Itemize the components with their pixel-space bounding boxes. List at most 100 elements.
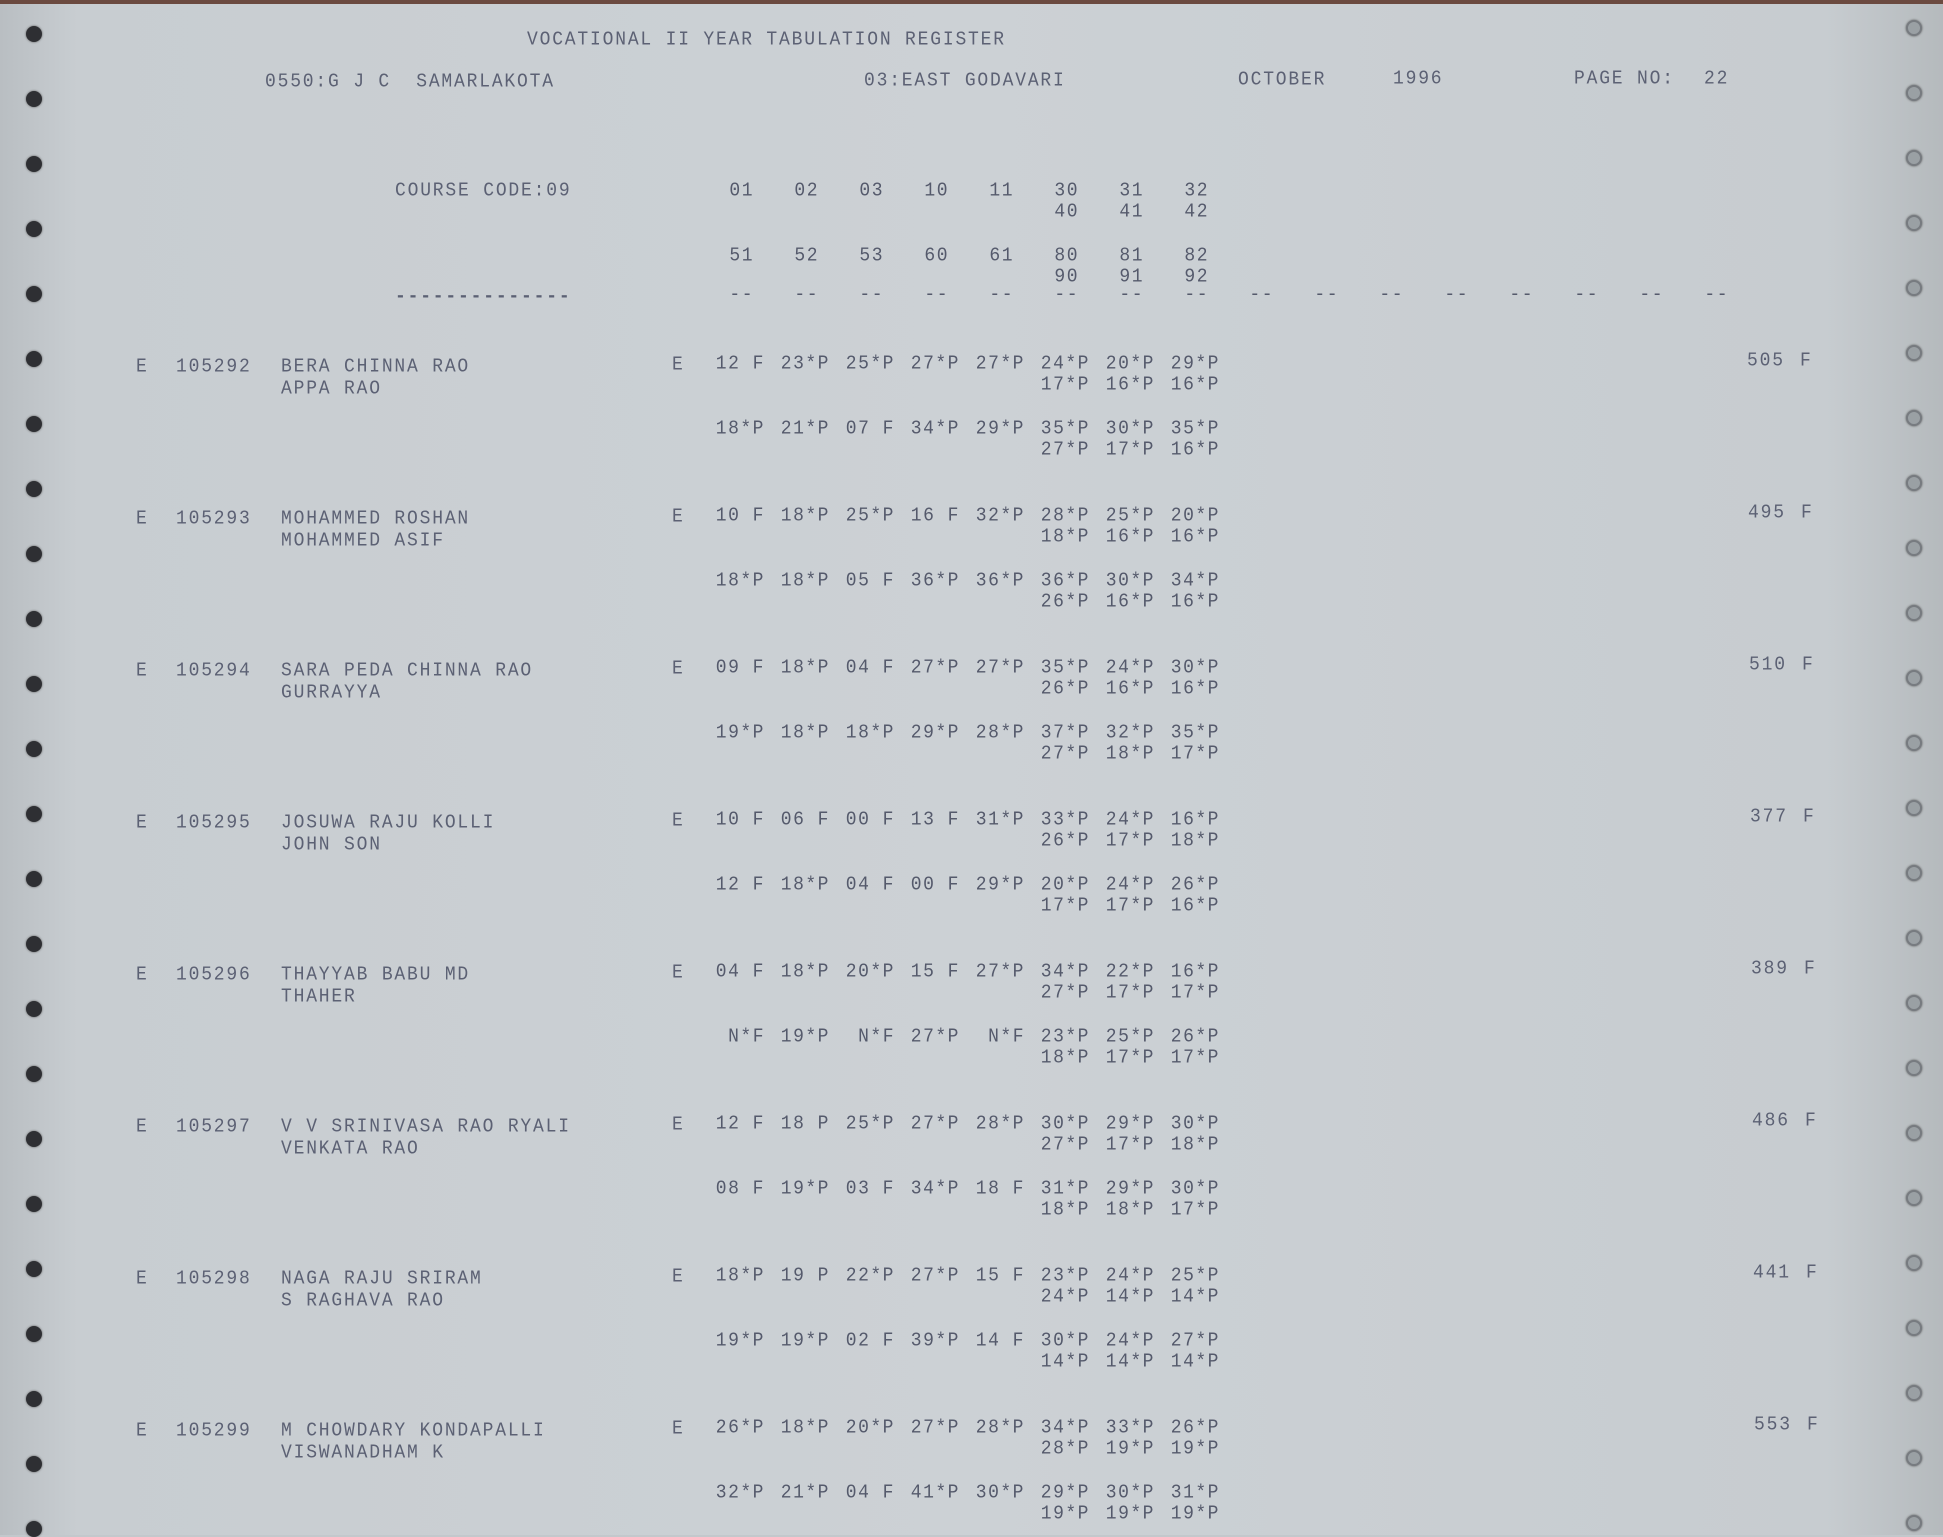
- subject-mark: 13 F: [910, 809, 960, 831]
- subject-mark: 29*P: [910, 722, 960, 744]
- marks-flag: E: [672, 1418, 685, 1440]
- feed-hole: [26, 871, 42, 887]
- feed-hole: [26, 91, 42, 107]
- subject-mark: 17*P: [1040, 895, 1090, 917]
- feed-hole: [1906, 1255, 1922, 1271]
- subject-mark: 18*P: [1040, 1199, 1090, 1221]
- subject-mark: 29*P: [1170, 353, 1220, 375]
- subject-mark: 27*P: [910, 657, 960, 679]
- subject-mark: 14 F: [975, 1330, 1025, 1352]
- subject-mark: 20*P: [845, 1417, 895, 1439]
- subject-mark: 16*P: [1105, 678, 1155, 700]
- subject-mark: 19*P: [780, 1178, 830, 1200]
- result-status: F: [1803, 806, 1816, 828]
- candidate-name: JOSUWA RAJU KOLLI: [281, 812, 496, 834]
- subject-mark: 14*P: [1105, 1286, 1155, 1308]
- subject-code: 32: [1184, 180, 1209, 202]
- subject-mark: 26*P: [1170, 874, 1220, 896]
- column-separator: --: [859, 284, 884, 306]
- subject-mark: 23*P: [1040, 1265, 1090, 1287]
- result-status: F: [1804, 958, 1817, 980]
- feed-hole: [1906, 930, 1922, 946]
- feed-hole: [26, 936, 42, 952]
- column-separator: --: [1184, 284, 1209, 306]
- subject-mark: 20*P: [845, 961, 895, 983]
- course-underline: --------------: [395, 286, 572, 308]
- candidate-name: M CHOWDARY KONDAPALLI: [281, 1420, 546, 1442]
- total-marks: 553: [1754, 1414, 1792, 1436]
- subject-mark: 16*P: [1105, 591, 1155, 613]
- subject-mark: 15 F: [910, 961, 960, 983]
- page-number: 22: [1704, 68, 1730, 90]
- feed-hole: [1906, 150, 1922, 166]
- subject-code: 60: [924, 245, 949, 267]
- subject-mark: 34*P: [910, 1178, 960, 1200]
- feed-hole: [1906, 345, 1922, 361]
- marks-flag: E: [672, 810, 685, 832]
- subject-mark: 24*P: [1105, 874, 1155, 896]
- subject-mark: 36*P: [1040, 570, 1090, 592]
- subject-mark: 25*P: [1170, 1265, 1220, 1287]
- feed-hole: [26, 1521, 42, 1537]
- subject-mark: 27*P: [910, 1417, 960, 1439]
- subject-mark: 28*P: [975, 1113, 1025, 1135]
- subject-mark: 35*P: [1040, 657, 1090, 679]
- feed-hole: [26, 416, 42, 432]
- subject-mark: 16*P: [1170, 678, 1220, 700]
- marks-flag: E: [672, 658, 685, 680]
- column-separator: --: [729, 284, 754, 306]
- feed-hole: [26, 26, 42, 42]
- subject-mark: 30*P: [1170, 1178, 1220, 1200]
- subject-code: 10: [924, 180, 949, 202]
- feed-hole: [26, 221, 42, 237]
- school-name: 0550:G J C SAMARLAKOTA: [265, 71, 555, 93]
- register-title: VOCATIONAL II YEAR TABULATION REGISTER: [527, 29, 1006, 51]
- subject-mark: 23*P: [1040, 1026, 1090, 1048]
- feed-hole: [1906, 1190, 1922, 1206]
- subject-mark: 18*P: [780, 722, 830, 744]
- subject-code: 52: [794, 245, 819, 267]
- subject-mark: 30*P: [1040, 1113, 1090, 1135]
- subject-mark: 36*P: [975, 570, 1025, 592]
- roll-number: 105299: [176, 1420, 252, 1442]
- subject-mark: 28*P: [1040, 1438, 1090, 1460]
- feed-hole: [1906, 85, 1922, 101]
- subject-mark: 25*P: [845, 353, 895, 375]
- subject-mark: 04 F: [715, 961, 765, 983]
- subject-mark: 27*P: [1040, 743, 1090, 765]
- feed-hole: [26, 676, 42, 692]
- subject-mark: 19*P: [1105, 1438, 1155, 1460]
- subject-mark: 12 F: [715, 353, 765, 375]
- subject-mark: 00 F: [845, 809, 895, 831]
- subject-mark: 27*P: [1040, 439, 1090, 461]
- subject-mark: 17*P: [1170, 743, 1220, 765]
- subject-mark: 28*P: [975, 1417, 1025, 1439]
- entry-flag: E: [136, 1420, 149, 1442]
- subject-mark: 29*P: [1105, 1178, 1155, 1200]
- feed-hole: [26, 1456, 42, 1472]
- subject-mark: 18*P: [780, 874, 830, 896]
- candidate-name: MOHAMMED ROSHAN: [281, 508, 471, 530]
- marks-flag: E: [672, 354, 685, 376]
- column-separator: --: [1054, 284, 1079, 306]
- subject-mark: 31*P: [1040, 1178, 1090, 1200]
- subject-mark: 30*P: [1040, 1330, 1090, 1352]
- result-status: F: [1807, 1414, 1820, 1436]
- subject-mark: 18*P: [1105, 1199, 1155, 1221]
- subject-mark: 16*P: [1170, 526, 1220, 548]
- exam-month: OCTOBER: [1238, 69, 1327, 91]
- paper-top-edge: [0, 0, 1943, 4]
- column-separator: --: [1444, 284, 1469, 306]
- subject-mark: 18*P: [715, 570, 765, 592]
- subject-mark: 18*P: [1040, 526, 1090, 548]
- subject-mark: 18*P: [1105, 743, 1155, 765]
- marks-flag: E: [672, 962, 685, 984]
- column-separator: --: [924, 284, 949, 306]
- column-separator: --: [1704, 284, 1729, 306]
- subject-mark: 18*P: [1040, 1047, 1090, 1069]
- subject-mark: 17*P: [1170, 982, 1220, 1004]
- marks-flag: E: [672, 1266, 685, 1288]
- subject-mark: 17*P: [1040, 374, 1090, 396]
- subject-mark: 25*P: [1105, 1026, 1155, 1048]
